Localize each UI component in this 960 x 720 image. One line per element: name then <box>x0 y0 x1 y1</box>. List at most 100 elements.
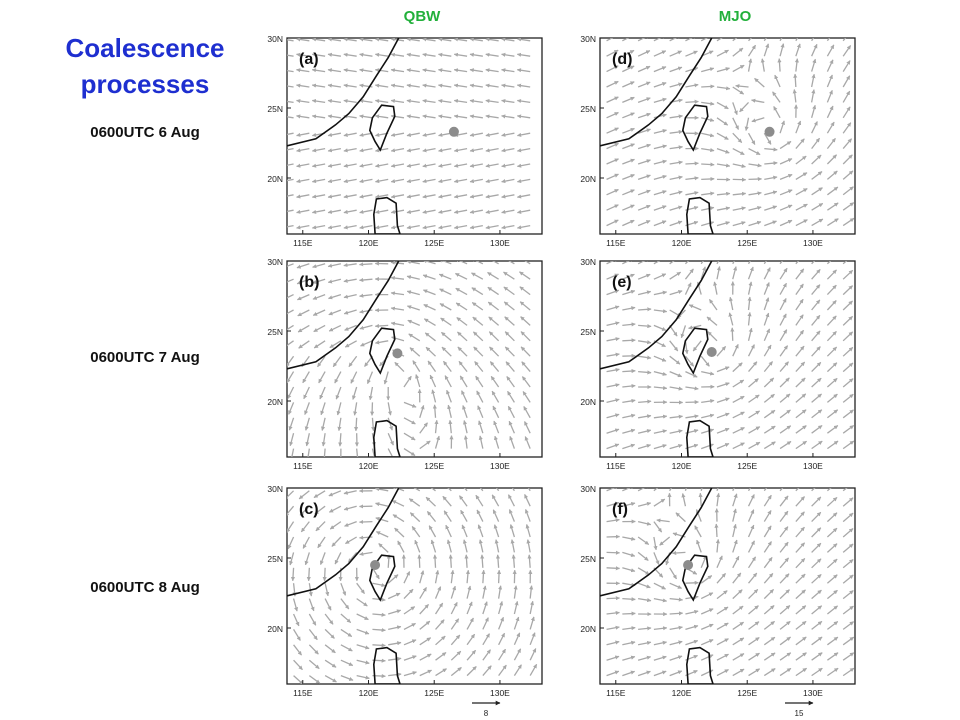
wind-vectors <box>287 488 538 684</box>
wind-vector <box>406 163 420 168</box>
wind-vector <box>329 340 342 349</box>
wind-vector <box>748 394 760 403</box>
wind-vector <box>653 370 667 376</box>
wind-vector <box>343 83 357 88</box>
wind-vector <box>317 355 326 368</box>
wind-vector <box>434 419 439 434</box>
coastline-taiwan <box>681 104 709 152</box>
wind-vector <box>732 379 745 388</box>
wind-vector <box>356 674 370 680</box>
wind-vector <box>324 628 335 639</box>
wind-vector <box>327 178 342 184</box>
wind-vector <box>842 667 855 677</box>
wind-vector <box>327 194 342 199</box>
wind-vector <box>453 178 468 184</box>
wind-vector <box>311 114 326 119</box>
wind-vector <box>763 441 776 450</box>
wind-vector <box>606 566 620 571</box>
wind-vector <box>732 668 745 677</box>
wind-vector <box>311 83 326 88</box>
wind-vector <box>297 309 310 317</box>
wind-vector <box>811 299 821 311</box>
wind-vector <box>716 261 720 265</box>
wind-vector <box>795 219 808 227</box>
wind-vector <box>732 163 746 169</box>
wind-vector <box>715 539 720 553</box>
panel-b: (b) 30N 25N 20N 115E 120E 125E 130E <box>267 257 543 471</box>
wind-vector <box>359 163 373 168</box>
wind-vector <box>324 675 337 683</box>
wind-vector <box>450 618 460 630</box>
wind-vector <box>747 312 752 326</box>
wind-vector <box>469 209 483 214</box>
wind-vector <box>622 536 636 541</box>
wind-vector <box>343 98 357 104</box>
wind-vector <box>763 667 776 677</box>
wind-vector <box>438 114 452 119</box>
wind-vector <box>637 536 650 546</box>
wind-vector <box>827 218 839 227</box>
wind-vector <box>842 90 851 103</box>
wind-vector <box>701 398 715 404</box>
wind-vector <box>685 99 699 104</box>
wind-vector <box>327 209 342 214</box>
wind-vector <box>372 597 386 602</box>
wind-vector <box>406 261 420 265</box>
wind-vector <box>406 83 420 88</box>
wind-vector <box>811 268 821 280</box>
wind-vector <box>700 592 714 600</box>
wind-vector <box>438 132 452 137</box>
wind-vector <box>438 83 452 88</box>
wind-vector <box>287 147 294 151</box>
wind-vector <box>403 375 412 388</box>
wind-vector <box>516 194 531 199</box>
wind-vector <box>638 370 652 375</box>
wind-vector <box>298 490 310 500</box>
wind-vector <box>811 202 824 211</box>
wind-vector <box>842 75 851 88</box>
coastline-china <box>600 38 713 147</box>
wind-vector <box>653 97 667 104</box>
wind-vector <box>716 38 723 42</box>
wind-vector <box>372 582 386 588</box>
wind-vector <box>716 49 729 57</box>
wind-vector <box>494 539 500 553</box>
wind-vector <box>826 261 832 265</box>
wind-vector <box>471 272 484 280</box>
wind-vector <box>779 377 790 388</box>
wind-vector <box>653 640 668 646</box>
wind-vector <box>842 300 853 311</box>
wind-vector <box>492 405 500 419</box>
reference-value: 15 <box>795 709 804 718</box>
wind-vector <box>826 44 835 57</box>
wind-vector <box>622 597 636 602</box>
wind-vector <box>359 293 373 298</box>
wind-vector <box>811 620 823 630</box>
wind-vector <box>287 386 295 400</box>
wind-vector <box>685 639 699 646</box>
wind-vector <box>430 539 437 553</box>
time-label-8aug: 0600UTC 8 Aug <box>90 579 200 596</box>
wind-vector <box>498 632 506 646</box>
wind-vector <box>716 346 727 357</box>
wind-vector <box>328 309 342 316</box>
wind-vector <box>457 346 468 357</box>
wind-vector <box>701 147 715 153</box>
column-label-mjo: MJO <box>718 8 752 25</box>
wind-vector <box>519 271 531 280</box>
wind-vector <box>685 609 699 615</box>
wind-vector <box>826 346 838 357</box>
wind-vector <box>810 89 816 103</box>
wind-vector <box>708 299 718 311</box>
wind-vector <box>485 178 499 184</box>
wind-vector <box>521 376 531 388</box>
wind-vector <box>507 390 515 403</box>
wind-vector <box>343 505 357 511</box>
wind-vector <box>520 316 531 326</box>
wind-vector <box>422 178 436 184</box>
wind-vector <box>403 571 411 584</box>
lon-tick-label: 120E <box>672 688 692 698</box>
wind-vector <box>795 43 801 57</box>
wind-vector <box>669 567 678 580</box>
wind-vector <box>779 345 789 357</box>
